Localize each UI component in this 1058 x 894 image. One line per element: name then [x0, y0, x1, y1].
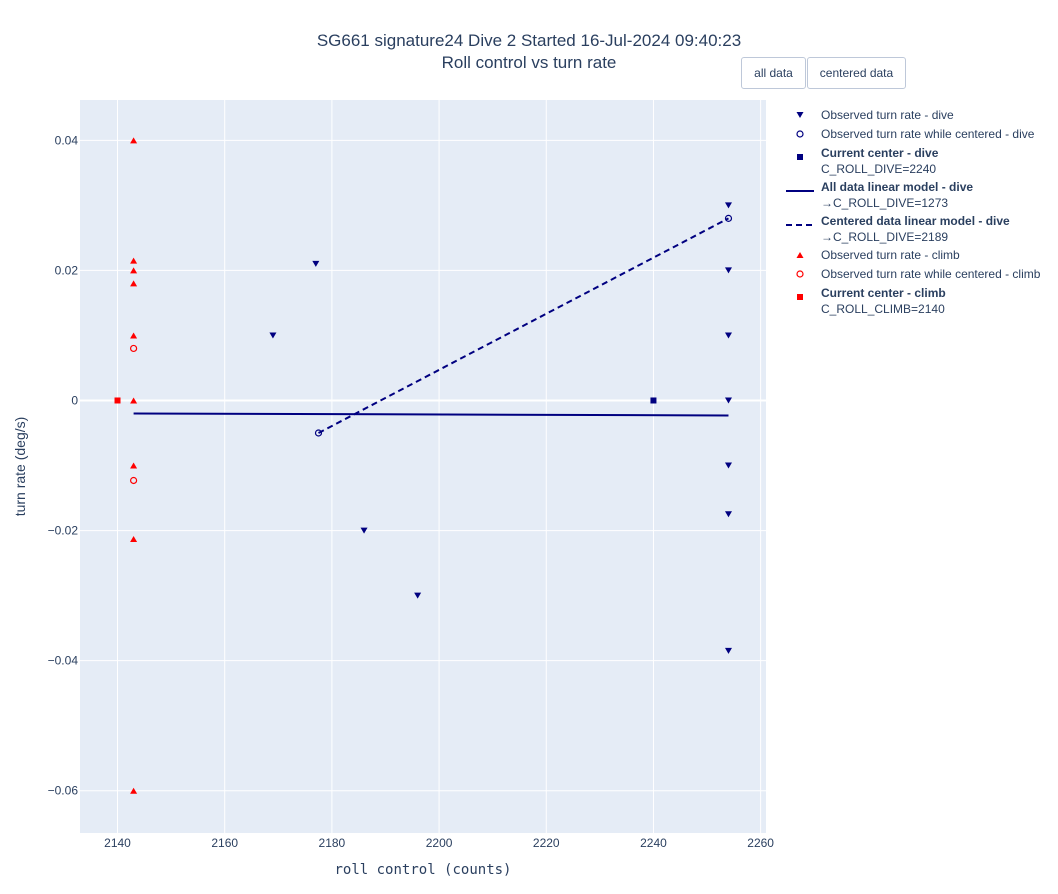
data-point[interactable]: [724, 647, 732, 654]
data-point[interactable]: [414, 592, 422, 599]
legend-label: Observed turn rate while centered - dive: [821, 127, 1035, 141]
legend-swatch: [796, 112, 804, 118]
data-point[interactable]: [724, 267, 732, 274]
legend-label: Observed turn rate while centered - clim…: [821, 267, 1041, 281]
legend-swatch: [797, 154, 803, 160]
data-point[interactable]: [724, 202, 732, 209]
legend-item[interactable]: Observed turn rate - dive: [796, 108, 955, 122]
legend-item[interactable]: All data linear model - dive →C_ROLL_DIVE…: [786, 180, 973, 210]
data-point[interactable]: [130, 397, 138, 404]
series-model-all-dive: [133, 412, 729, 417]
data-series: [114, 137, 733, 794]
chart-title: SG661 signature24 Dive 2 Started 16-Jul-…: [0, 30, 1058, 74]
y-tick-label: −0.04: [48, 654, 79, 668]
data-point[interactable]: [114, 397, 121, 404]
chart-title-line1: SG661 signature24 Dive 2 Started 16-Jul-…: [316, 31, 742, 50]
legend: Observed turn rate - dive Observed turn r…: [786, 108, 1041, 316]
data-point[interactable]: [360, 527, 368, 534]
data-point[interactable]: [129, 344, 138, 353]
legend-swatch: [796, 270, 804, 278]
series-centered-climb: [129, 344, 138, 485]
legend-swatch: [796, 252, 804, 258]
grid-lines: [80, 100, 766, 833]
data-point[interactable]: [130, 257, 138, 264]
x-tick-label: 2180: [319, 836, 346, 850]
legend-sublabel: C_ROLL_DIVE=2240: [821, 162, 936, 176]
data-point[interactable]: [724, 214, 733, 222]
x-axis-ticks: 2140 2160 2180 2200 2220 2240 2260: [104, 836, 774, 850]
legend-label: Current center - climb: [821, 286, 946, 300]
legend-item[interactable]: Observed turn rate - climb: [796, 248, 961, 262]
data-point[interactable]: [130, 267, 138, 274]
legend-sublabel: C_ROLL_CLIMB=2140: [821, 302, 945, 316]
data-point[interactable]: [650, 397, 657, 404]
legend-item[interactable]: Observed turn rate while centered - clim…: [796, 267, 1041, 281]
model-line[interactable]: [133, 412, 729, 417]
series-model-centered-dive: [318, 217, 729, 434]
x-tick-label: 2200: [426, 836, 453, 850]
legend-swatch: [797, 294, 803, 300]
x-tick-label: 2140: [104, 836, 131, 850]
y-tick-label: 0.04: [55, 133, 79, 147]
legend-label: Current center - dive: [821, 146, 939, 160]
data-point[interactable]: [130, 280, 138, 287]
data-point[interactable]: [130, 787, 138, 794]
data-point[interactable]: [724, 511, 732, 518]
y-tick-label: −0.06: [48, 784, 79, 798]
chart-title-line2: Roll control vs turn rate: [441, 53, 617, 72]
y-axis-ticks: 0.04 0.02 0 −0.02 −0.04 −0.06: [48, 133, 79, 797]
legend-sublabel: →C_ROLL_DIVE=1273: [821, 196, 948, 210]
series-obs-climb: [130, 137, 138, 794]
legend-label: All data linear model - dive: [821, 180, 973, 194]
data-point[interactable]: [130, 332, 138, 339]
series-center-dive: [650, 397, 657, 404]
legend-label: Centered data linear model - dive: [821, 214, 1010, 228]
x-tick-label: 2260: [747, 836, 774, 850]
model-line[interactable]: [318, 217, 729, 434]
data-point[interactable]: [130, 462, 138, 469]
series-centered-dive: [314, 214, 733, 437]
y-tick-label: 0: [71, 393, 78, 407]
data-point[interactable]: [724, 397, 732, 404]
data-point[interactable]: [130, 536, 138, 543]
plot-area[interactable]: [80, 100, 766, 833]
data-point[interactable]: [130, 137, 138, 144]
y-tick-label: 0.02: [55, 263, 79, 277]
legend-item[interactable]: Current center - dive C_ROLL_DIVE=2240: [797, 146, 939, 176]
data-point[interactable]: [314, 429, 323, 437]
data-point[interactable]: [312, 260, 320, 267]
x-tick-label: 2160: [211, 836, 238, 850]
x-axis-title: roll control (counts): [334, 862, 511, 878]
y-tick-label: −0.02: [48, 524, 79, 538]
all-data-button[interactable]: all data: [741, 57, 806, 89]
legend-swatch: [796, 130, 804, 138]
x-tick-label: 2220: [533, 836, 560, 850]
legend-label: Observed turn rate - dive: [821, 108, 954, 122]
legend-item[interactable]: Centered data linear model - dive →C_ROLL…: [786, 214, 1010, 244]
legend-label: Observed turn rate - climb: [821, 248, 960, 262]
series-center-climb: [114, 397, 121, 404]
legend-item[interactable]: Observed turn rate while centered - dive: [796, 127, 1035, 141]
centered-data-button[interactable]: centered data: [807, 57, 906, 89]
legend-item[interactable]: Current center - climb C_ROLL_CLIMB=2140: [797, 286, 946, 316]
data-point[interactable]: [129, 476, 138, 485]
data-point[interactable]: [269, 332, 277, 339]
x-tick-label: 2240: [640, 836, 667, 850]
data-point[interactable]: [724, 332, 732, 339]
series-obs-dive: [269, 202, 732, 654]
y-axis-title: turn rate (deg/s): [12, 417, 28, 517]
data-point[interactable]: [724, 462, 732, 469]
legend-sublabel: →C_ROLL_DIVE=2189: [821, 230, 948, 244]
